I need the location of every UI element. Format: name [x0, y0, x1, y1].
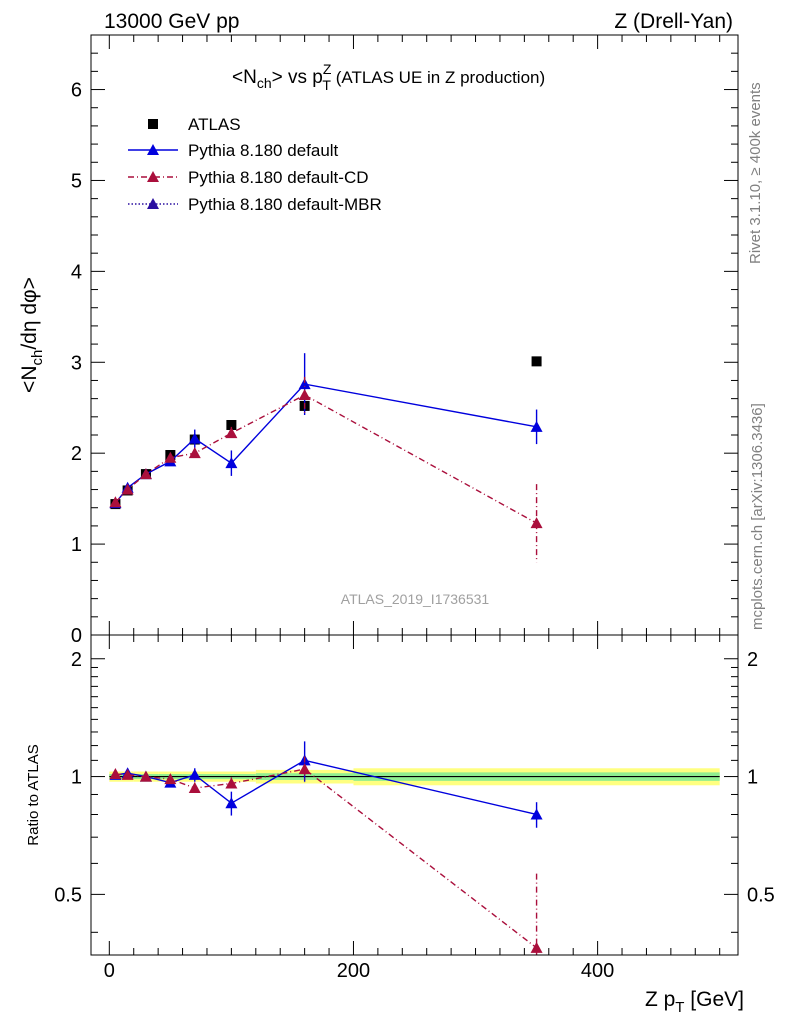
ratio-point-default	[530, 808, 543, 820]
mcplots-credit-label: mcplots.cern.ch [arXiv:1306.3436]	[749, 403, 766, 630]
ratio-point-cd	[109, 768, 122, 780]
ratio-series-cd	[109, 756, 543, 955]
main-y-tick-label: 2	[71, 443, 82, 465]
series-line-default	[114, 383, 537, 504]
data-point-default	[225, 457, 238, 469]
ratio-series-layer	[109, 741, 543, 955]
ratio-point-default	[188, 768, 201, 780]
ratio-point-cd	[164, 773, 177, 785]
ratio-frame	[90, 634, 739, 956]
data-point-default	[188, 432, 201, 444]
legend-item-mbr: Pythia 8.180 default-MBR	[128, 195, 382, 214]
ratio-y-tick-label-right: 0.5	[747, 884, 775, 906]
data-point-atlas	[226, 420, 237, 430]
ylabel-part-sub: ch	[29, 350, 46, 366]
legend-item-atlas: ATLAS	[148, 115, 241, 134]
ratio-point-cd	[121, 768, 134, 780]
main-y-axis-label: <Nch/dη dφ>	[18, 277, 46, 393]
ylabel-part-pre: <N	[18, 366, 41, 393]
legend-item-default: Pythia 8.180 default	[128, 141, 339, 160]
legend-label-mbr: Pythia 8.180 default-MBR	[188, 195, 382, 214]
ylabel-part-post: /dη dφ>	[18, 277, 41, 350]
ratio-y-tick-label: 2	[71, 649, 82, 671]
main-y-tick-label: 1	[71, 534, 82, 556]
legend-label-atlas: ATLAS	[188, 115, 241, 134]
legend-marker-mbr	[147, 198, 159, 209]
main-y-tick-label: 0	[71, 625, 82, 647]
main-axis-ticks: 0 1 2 3 4 5 6	[71, 34, 738, 647]
data-point-default	[298, 378, 311, 390]
title-part-sub1: ch	[257, 75, 272, 91]
legend-label-default: Pythia 8.180 default	[188, 141, 339, 160]
data-point-cd	[530, 517, 543, 529]
data-point-cd	[139, 468, 152, 480]
ratio-axis-ticks: 0.5 0.5 1 1 2 2 0 200 400	[54, 635, 775, 982]
series-cd	[109, 376, 543, 563]
data-point-atlas	[531, 356, 542, 367]
legend: ATLAS Pythia 8.180 default Pythia 8.180 de…	[128, 115, 382, 214]
main-y-tick-label: 5	[71, 170, 82, 192]
x-tick-label: 0	[104, 960, 115, 982]
data-point-cd	[109, 496, 122, 508]
x-tick-label: 400	[581, 960, 614, 982]
ratio-y-tick-label-right: 1	[747, 767, 758, 789]
main-chart-title: <Nch> vs pZ T (ATLAS UE in Z production)	[232, 61, 545, 93]
main-y-tick-label: 6	[71, 80, 82, 102]
series-line-cd	[114, 394, 537, 524]
ratio-y-tick-label: 0.5	[54, 884, 82, 906]
data-point-cd	[188, 447, 201, 459]
analysis-watermark: ATLAS_2019_I1736531	[341, 591, 490, 607]
data-point-cd	[225, 427, 238, 439]
legend-label-cd: Pythia 8.180 default-CD	[188, 168, 369, 187]
legend-marker-cd	[147, 171, 159, 182]
ratio-point-cd	[530, 941, 543, 953]
ratio-y-tick-label: 1	[71, 767, 82, 789]
xlabel-part-pre: Z p	[645, 988, 675, 1011]
main-series-layer	[109, 353, 543, 563]
legend-item-cd: Pythia 8.180 default-CD	[128, 168, 369, 187]
title-part-sub2: T	[322, 77, 331, 93]
legend-marker-atlas	[148, 119, 158, 129]
data-point-default	[530, 420, 543, 432]
header-left-label: 13000 GeV pp	[104, 10, 239, 33]
ratio-point-cd	[225, 777, 238, 789]
ratio-y-axis-label: Ratio to ATLAS	[25, 744, 42, 845]
ratio-point-cd	[139, 770, 152, 782]
rivet-version-label: Rivet 3.1.10, ≥ 400k events	[747, 82, 764, 264]
ratio-y-tick-label-right: 2	[747, 649, 758, 671]
title-part-mid: > vs p	[272, 67, 323, 88]
legend-marker-default	[147, 144, 159, 155]
title-part-sup: Z	[323, 61, 332, 77]
ratio-point-default	[225, 797, 238, 809]
main-y-tick-label: 3	[71, 352, 82, 374]
header-right-label: Z (Drell-Yan)	[614, 10, 733, 33]
ratio-point-cd	[188, 781, 201, 793]
data-point-cd	[298, 389, 311, 400]
data-point-cd	[164, 451, 177, 463]
x-axis-label: Z pT [GeV]	[645, 988, 744, 1016]
ratio-panel: 0.5 0.5 1 1 2 2 0 200 400 Ratio to ATLAS Z pT [G…	[25, 634, 775, 1016]
ratio-point-cd	[298, 763, 311, 775]
data-point-cd	[121, 483, 134, 495]
xlabel-part-post: [GeV]	[684, 988, 744, 1011]
main-y-tick-label: 4	[71, 261, 82, 283]
x-tick-label: 200	[337, 960, 370, 982]
title-part-pre: <N	[232, 67, 257, 88]
title-part-post: (ATLAS UE in Z production)	[331, 68, 545, 87]
xlabel-part-sub: T	[675, 999, 684, 1016]
